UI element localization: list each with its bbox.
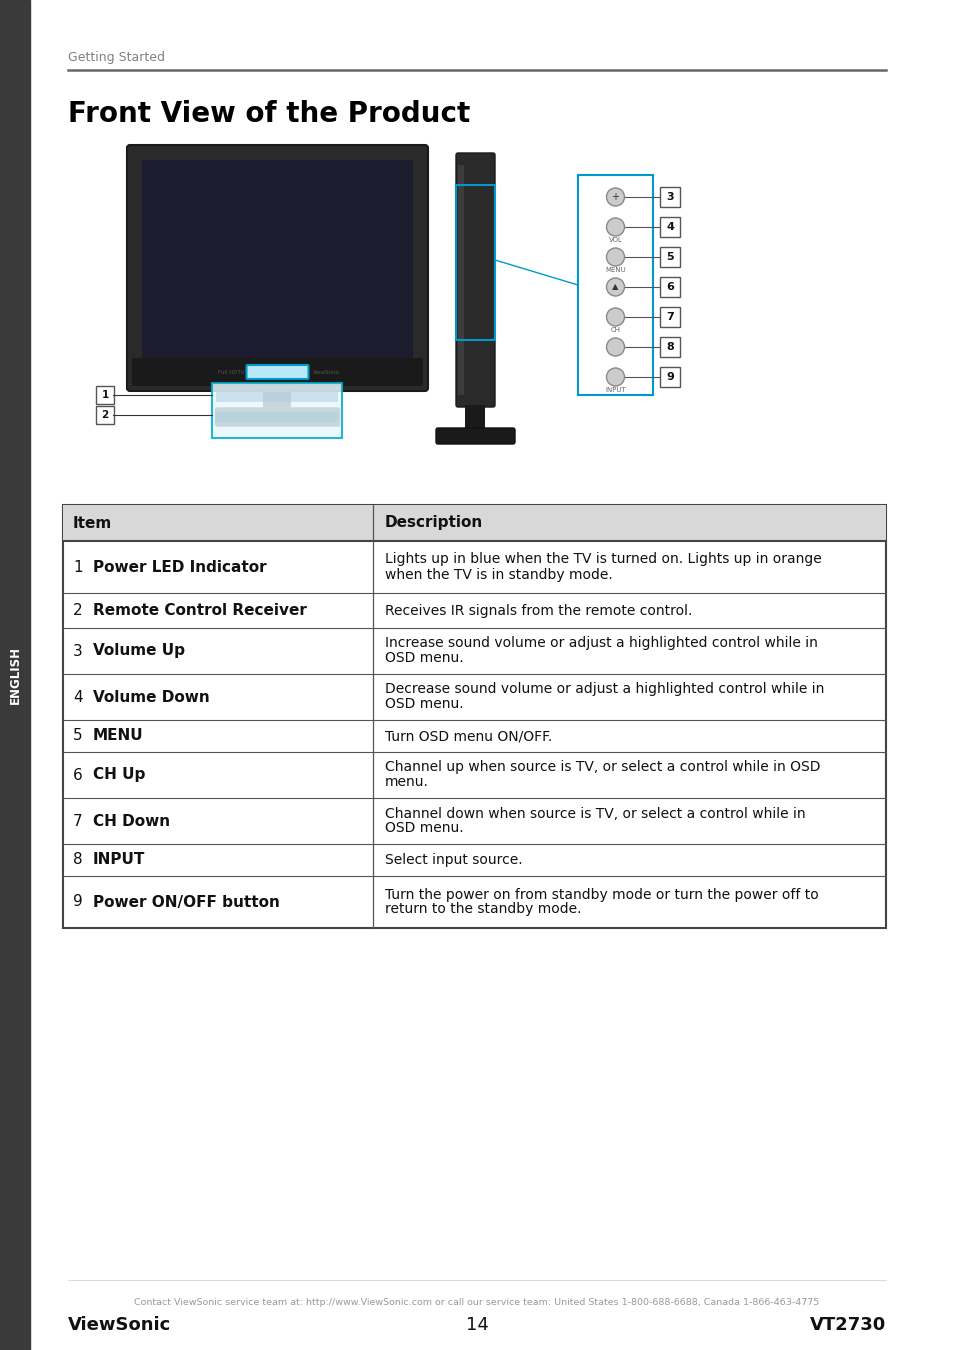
Text: return to the standby mode.: return to the standby mode. — [385, 903, 581, 917]
Circle shape — [606, 188, 624, 207]
Bar — [465, 405, 485, 431]
Text: Lights up in blue when the TV is turned on. Lights up in orange: Lights up in blue when the TV is turned … — [385, 552, 821, 567]
Text: VOL: VOL — [608, 238, 621, 243]
Text: Description: Description — [385, 516, 483, 531]
FancyBboxPatch shape — [246, 364, 308, 379]
Text: VT2730: VT2730 — [809, 1316, 885, 1334]
Bar — [457, 165, 463, 396]
Bar — [63, 505, 885, 927]
Text: ViewSonic: ViewSonic — [313, 370, 340, 374]
Text: ENGLISH: ENGLISH — [9, 647, 22, 703]
Text: 6: 6 — [665, 282, 673, 292]
Bar — [142, 161, 413, 358]
Text: 9: 9 — [665, 373, 673, 382]
Text: MENU: MENU — [92, 729, 144, 744]
Circle shape — [606, 217, 624, 236]
Text: OSD menu.: OSD menu. — [385, 822, 463, 836]
Text: 8: 8 — [73, 852, 83, 868]
Text: when the TV is in standby mode.: when the TV is in standby mode. — [385, 567, 612, 582]
Text: CH Up: CH Up — [92, 768, 145, 783]
FancyBboxPatch shape — [96, 406, 113, 424]
FancyBboxPatch shape — [659, 338, 679, 356]
Bar — [216, 392, 338, 402]
Text: OSD menu.: OSD menu. — [385, 698, 463, 711]
Text: Item: Item — [73, 516, 112, 531]
Text: Select input source.: Select input source. — [385, 853, 522, 867]
FancyBboxPatch shape — [436, 428, 515, 444]
FancyBboxPatch shape — [659, 247, 679, 267]
FancyBboxPatch shape — [456, 153, 495, 406]
Text: OSD menu.: OSD menu. — [385, 652, 463, 666]
FancyBboxPatch shape — [215, 408, 339, 427]
FancyBboxPatch shape — [659, 217, 679, 238]
Text: 3: 3 — [73, 644, 83, 659]
Text: INPUT: INPUT — [604, 387, 625, 393]
Text: 7: 7 — [665, 312, 673, 323]
Text: 4: 4 — [73, 690, 83, 705]
Circle shape — [606, 369, 624, 386]
Text: menu.: menu. — [385, 775, 429, 790]
Bar — [263, 387, 292, 410]
FancyBboxPatch shape — [127, 144, 428, 392]
Text: Receives IR signals from the remote control.: Receives IR signals from the remote cont… — [385, 603, 692, 617]
Text: 1: 1 — [101, 390, 109, 400]
FancyBboxPatch shape — [659, 188, 679, 207]
Text: ViewSonic: ViewSonic — [68, 1316, 172, 1334]
Text: Power LED Indicator: Power LED Indicator — [92, 559, 266, 575]
FancyBboxPatch shape — [578, 176, 652, 396]
Text: 9: 9 — [73, 895, 83, 910]
Text: 5: 5 — [665, 252, 673, 262]
Bar — [132, 358, 422, 386]
Text: Channel up when source is TV, or select a control while in OSD: Channel up when source is TV, or select … — [385, 760, 820, 775]
Circle shape — [606, 308, 624, 325]
Text: ▲: ▲ — [612, 282, 618, 292]
Text: Decrease sound volume or adjust a highlighted control while in: Decrease sound volume or adjust a highli… — [385, 683, 823, 697]
Circle shape — [606, 248, 624, 266]
Text: CH Down: CH Down — [92, 814, 170, 829]
Text: INPUT: INPUT — [92, 852, 145, 868]
Text: Getting Started: Getting Started — [68, 51, 165, 65]
Circle shape — [606, 278, 624, 296]
Text: +: + — [611, 192, 618, 202]
Text: Turn the power on from standby mode or turn the power off to: Turn the power on from standby mode or t… — [385, 887, 818, 902]
FancyBboxPatch shape — [659, 277, 679, 297]
Text: 2: 2 — [101, 410, 109, 420]
Text: Remote Control Receiver: Remote Control Receiver — [92, 603, 307, 618]
FancyBboxPatch shape — [213, 383, 342, 437]
Text: 8: 8 — [665, 342, 673, 352]
Text: 4: 4 — [665, 221, 673, 232]
Text: 14: 14 — [465, 1316, 488, 1334]
Text: 2: 2 — [73, 603, 83, 618]
FancyBboxPatch shape — [96, 386, 113, 404]
Text: Channel down when source is TV, or select a control while in: Channel down when source is TV, or selec… — [385, 806, 804, 821]
FancyBboxPatch shape — [659, 367, 679, 387]
Bar — [0, 0, 30, 1350]
Text: 1: 1 — [73, 559, 83, 575]
Text: 7: 7 — [73, 814, 83, 829]
FancyBboxPatch shape — [659, 306, 679, 327]
Text: Turn OSD menu ON/OFF.: Turn OSD menu ON/OFF. — [385, 729, 552, 742]
Text: MENU: MENU — [604, 267, 625, 273]
Text: Full HDTV 23": Full HDTV 23" — [218, 370, 256, 374]
Text: Increase sound volume or adjust a highlighted control while in: Increase sound volume or adjust a highli… — [385, 636, 817, 651]
Text: Volume Down: Volume Down — [92, 690, 210, 705]
Text: Front View of the Product: Front View of the Product — [68, 100, 470, 128]
Circle shape — [606, 338, 624, 356]
Text: 3: 3 — [665, 192, 673, 202]
Text: CH: CH — [610, 327, 619, 333]
Text: Power ON/OFF button: Power ON/OFF button — [92, 895, 279, 910]
Text: 5: 5 — [73, 729, 83, 744]
Text: Contact ViewSonic service team at: http://www.ViewSonic.com or call our service : Contact ViewSonic service team at: http:… — [134, 1297, 819, 1307]
Text: 6: 6 — [73, 768, 83, 783]
Bar — [216, 412, 338, 423]
Bar — [63, 505, 885, 541]
Text: Volume Up: Volume Up — [92, 644, 185, 659]
